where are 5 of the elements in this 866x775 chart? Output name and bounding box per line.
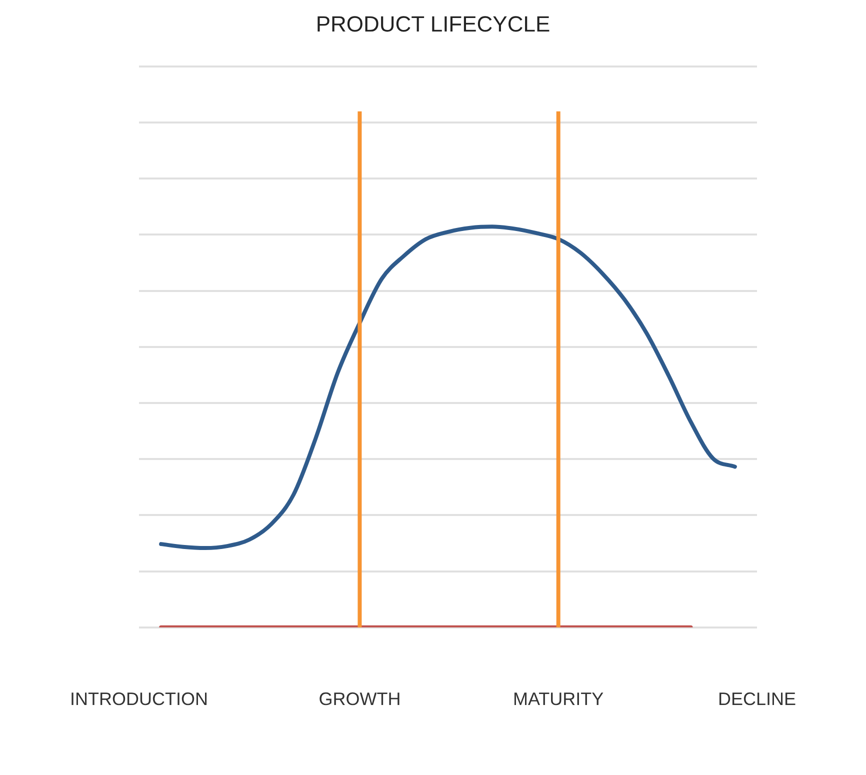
x-tick-label: GROWTH xyxy=(318,689,401,710)
x-tick-label: INTRODUCTION xyxy=(70,689,208,710)
chart-title: PRODUCT LIFECYCLE xyxy=(316,11,550,36)
x-tick-label: MATURITY xyxy=(513,689,604,710)
x-tick-label: DECLINE xyxy=(718,689,796,710)
